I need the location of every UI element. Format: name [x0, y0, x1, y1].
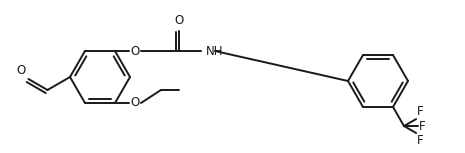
- Text: O: O: [174, 14, 184, 27]
- Text: F: F: [417, 105, 424, 118]
- Text: F: F: [417, 134, 424, 147]
- Text: O: O: [16, 64, 26, 77]
- Text: NH: NH: [206, 45, 224, 58]
- Text: F: F: [419, 119, 425, 132]
- Text: O: O: [130, 97, 140, 110]
- Text: O: O: [130, 45, 140, 58]
